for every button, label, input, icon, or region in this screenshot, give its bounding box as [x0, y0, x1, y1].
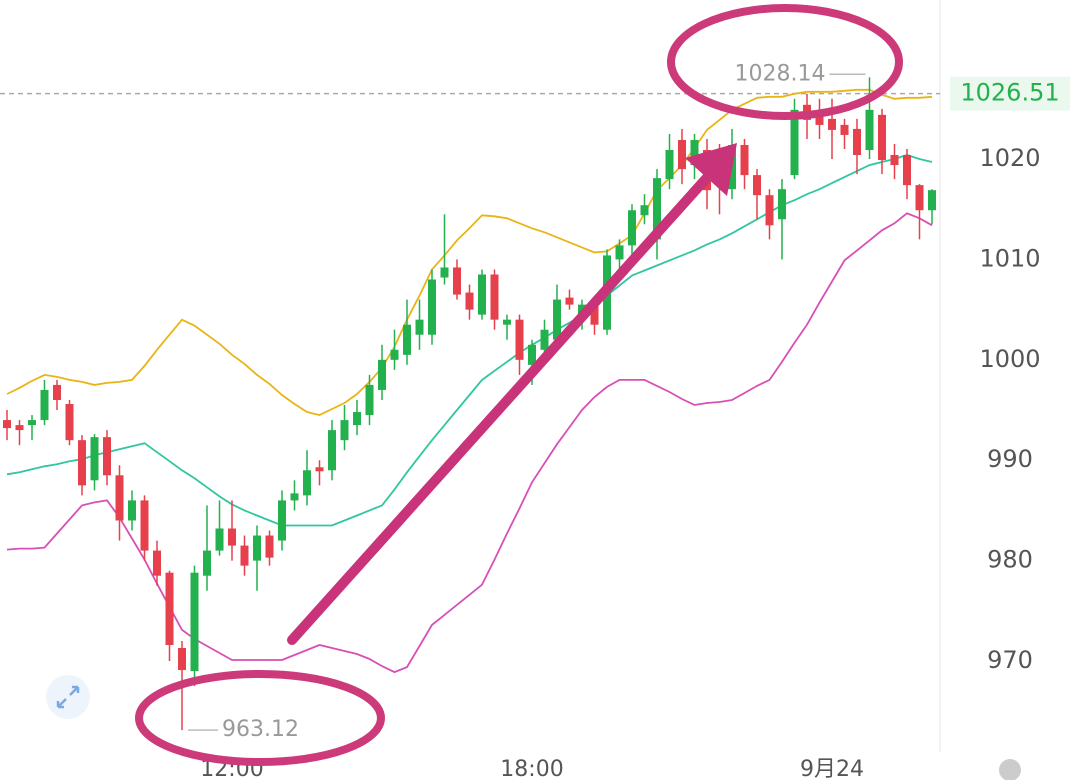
band-line — [6, 212, 933, 674]
candle-body — [440, 267, 449, 278]
candle-body — [903, 155, 911, 186]
y-tick-label: 1020 — [979, 144, 1040, 172]
y-tick-label: 1010 — [979, 244, 1040, 272]
expand-icon — [56, 685, 80, 709]
y-tick-label: 1000 — [979, 345, 1040, 373]
candle-body — [640, 205, 649, 216]
candle-body — [165, 572, 174, 645]
high-label: 1028.14 — [735, 61, 826, 86]
candle-body — [615, 245, 624, 260]
candle-body — [828, 118, 836, 130]
candle-body — [503, 319, 511, 325]
candle-body — [428, 279, 436, 335]
candle-body — [765, 195, 774, 226]
band-line — [6, 154, 933, 527]
candle-body — [490, 274, 499, 320]
candle-body — [240, 545, 249, 566]
candle-body — [453, 267, 461, 295]
candle-body — [740, 144, 749, 176]
highlight-ellipse — [667, 4, 903, 120]
candle-body — [215, 528, 224, 551]
candle-body — [103, 437, 111, 476]
candle-body — [690, 139, 699, 166]
expand-button[interactable] — [46, 675, 90, 719]
candle-body — [190, 572, 199, 672]
candle-body — [178, 647, 186, 671]
highlight-ellipse — [135, 670, 385, 766]
candle-body — [328, 430, 336, 471]
candle-body — [753, 175, 761, 196]
candle-body — [365, 384, 374, 416]
candle-body — [790, 109, 799, 176]
candle-body — [115, 475, 124, 521]
candle-body — [253, 535, 261, 561]
candle-body — [340, 420, 349, 441]
candle-body — [140, 500, 149, 551]
candle-body — [678, 139, 686, 170]
candle-body — [815, 114, 824, 125]
candle-body — [353, 412, 361, 426]
arrow-shaft — [287, 167, 717, 645]
candle-body — [778, 189, 786, 220]
candle-body — [478, 274, 486, 315]
y-tick-label: 980 — [987, 546, 1033, 574]
candle-body — [203, 550, 211, 576]
candle-body — [515, 319, 524, 360]
current-price-label: 1026.51 — [960, 79, 1059, 107]
candle-body — [28, 420, 36, 426]
candle-body — [265, 535, 274, 558]
k-icon[interactable] — [999, 759, 1021, 780]
candle-body — [653, 178, 661, 240]
candle-body — [840, 124, 849, 135]
candle-body — [290, 493, 299, 501]
candle-body — [3, 420, 11, 429]
candle-body — [465, 292, 474, 310]
candle-body — [540, 329, 549, 350]
candle-body — [78, 440, 86, 486]
candle-body — [303, 470, 311, 496]
candle-body — [590, 305, 599, 325]
band-line — [6, 88, 933, 417]
candle-body — [153, 550, 161, 576]
candle-body — [40, 389, 49, 421]
candle-body — [228, 528, 236, 546]
candle-body — [53, 384, 61, 400]
annotations: 1028.14 963.12 1026.51 — [46, 4, 1070, 780]
candle-body — [565, 297, 574, 305]
candle-body — [628, 210, 636, 246]
candle-body — [378, 359, 386, 390]
candle-body — [128, 500, 136, 521]
candle-body — [65, 404, 74, 441]
candle-body — [553, 299, 561, 340]
candle-body — [853, 128, 861, 156]
low-label: 963.12 — [222, 717, 299, 742]
candle-body — [665, 149, 674, 180]
candle-body — [928, 190, 936, 211]
candle-body — [90, 437, 99, 481]
candle-body — [390, 349, 399, 360]
candle-body — [915, 185, 924, 211]
candle-body — [278, 500, 286, 541]
arrow-head — [685, 143, 737, 196]
current-price-tag — [950, 76, 1070, 111]
candle-body — [403, 324, 411, 355]
candle-body — [878, 114, 886, 161]
candle-body — [890, 155, 899, 166]
x-tick-label: 9月24 — [800, 757, 864, 780]
y-tick-label: 970 — [987, 646, 1033, 674]
y-tick-label: 990 — [987, 445, 1033, 473]
candle-body — [528, 344, 536, 365]
candle-body — [865, 109, 874, 150]
candle-body — [315, 467, 324, 472]
candle-body — [415, 319, 424, 335]
candle-body — [15, 425, 24, 431]
x-tick-label: 18:00 — [500, 757, 563, 780]
